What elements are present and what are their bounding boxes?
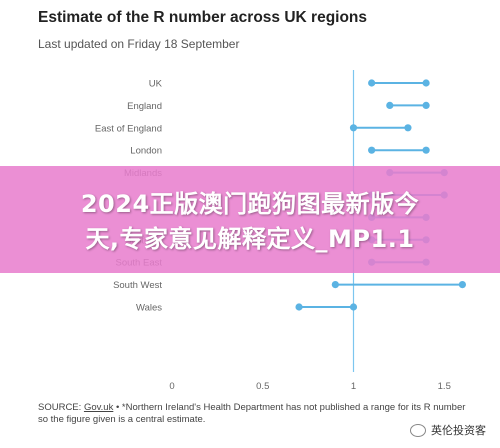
range-high-dot	[458, 281, 466, 289]
source-text: • *Northern Ireland's Health Department …	[38, 402, 466, 425]
range-low-dot	[368, 79, 376, 87]
chart-title: Estimate of the R number across UK regio…	[38, 9, 368, 26]
chart-subtitle: Last updated on Friday 18 September	[38, 37, 240, 51]
range-low-dot	[331, 281, 339, 289]
category-label: East of England	[95, 123, 162, 134]
range-low-dot	[368, 146, 376, 154]
watermark-text: 英伦投资客	[431, 425, 486, 437]
source-label: SOURCE:	[38, 402, 82, 413]
range-low-dot	[349, 124, 358, 132]
range-high-dot	[349, 303, 358, 311]
watermark: 英伦投资客	[406, 420, 490, 440]
x-tick-label: 0	[169, 381, 174, 392]
range-high-dot	[422, 146, 430, 154]
wechat-icon	[410, 423, 426, 437]
x-tick-label: 0.5	[256, 381, 269, 392]
category-label: Wales	[136, 303, 162, 314]
promo-line-2: 天,专家意见解释定义_MP1.1	[85, 225, 415, 253]
range-high-dot	[404, 124, 412, 132]
category-label: London	[130, 146, 162, 157]
category-label: UK	[149, 79, 163, 90]
range-high-dot	[422, 79, 430, 87]
range-low-dot	[386, 101, 394, 109]
category-label: England	[127, 101, 162, 112]
range-low-dot	[295, 303, 303, 311]
source-link[interactable]: Gov.uk	[83, 402, 114, 413]
range-high-dot	[422, 101, 430, 109]
source-note: SOURCE: Gov.uk • *Northern Ireland's Hea…	[38, 402, 478, 426]
promo-overlay-band	[0, 166, 500, 273]
promo-line-1: 2024正版澳门跑狗图最新版今	[80, 190, 420, 218]
x-tick-label: 1.5	[438, 381, 451, 392]
promo-overlay-text: 2024正版澳门跑狗图最新版今 天,专家意见解释定义_MP1.1	[0, 187, 500, 257]
category-label: South West	[113, 280, 162, 291]
x-tick-label: 1	[351, 381, 356, 392]
